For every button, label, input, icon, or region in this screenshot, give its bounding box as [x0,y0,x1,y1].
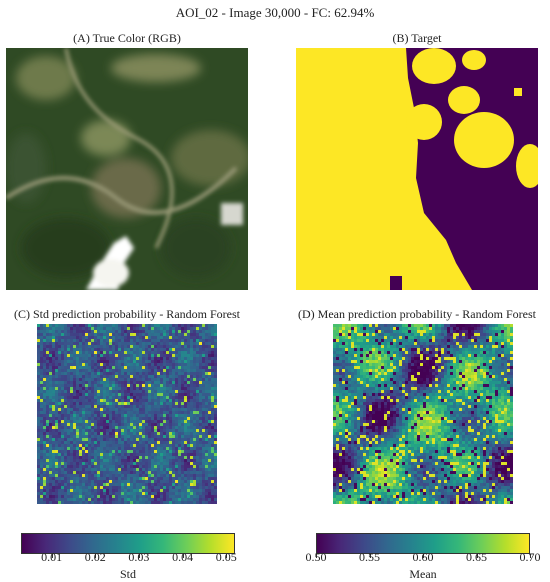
panel-d-title: (D) Mean prediction probability - Random… [298,307,536,321]
colorbar-tick-mark [95,554,97,558]
colorbar-tick-label: 0.65 [466,550,487,564]
colorbar-tick-mark [226,554,228,558]
std-colorbar [21,533,235,554]
mean-colorbar-label: Mean [409,567,437,581]
colorbar-tick-label: 0.55 [359,550,380,564]
colorbar-tick-label: 0.70 [519,550,541,564]
colorbar-tick-mark [530,554,531,558]
colorbar-tick-mark [316,554,317,558]
colorbar-tick-label: 0.05 [215,550,237,564]
true-color-raster [6,48,248,290]
true-color-image [6,48,248,290]
std-raster [37,324,217,504]
target-map [296,48,538,290]
colorbar-tick-label: 0.02 [84,550,106,564]
colorbar-tick-label: 0.03 [128,550,150,564]
colorbar-tick-mark [476,554,478,558]
std-colorbar-label: Std [119,567,137,581]
colorbar-tick-mark [369,554,371,558]
colorbar-tick-mark [51,554,53,558]
panel-c-title: (C) Std prediction probability - Random … [14,307,240,321]
figure-title: AOI_02 - Image 30,000 - FC: 62.94% [175,5,375,20]
colorbar-tick-mark [423,554,424,558]
colorbar-tick-label: 0.50 [305,550,327,564]
colorbar-tick-label: 0.04 [172,550,194,564]
colorbar-tick-mark [182,554,184,558]
panel-a-title: (A) True Color (RGB) [73,31,181,45]
panel-b-title: (B) Target [392,31,442,45]
std-prediction-map [37,324,217,504]
colorbar-tick-label: 0.01 [41,550,63,564]
colorbar-tick-mark [138,554,140,558]
mean-colorbar [316,533,530,554]
mean-prediction-map [333,324,513,504]
target-raster [296,48,538,290]
mean-raster [333,324,513,504]
colorbar-tick-label: 0.60 [412,550,434,564]
